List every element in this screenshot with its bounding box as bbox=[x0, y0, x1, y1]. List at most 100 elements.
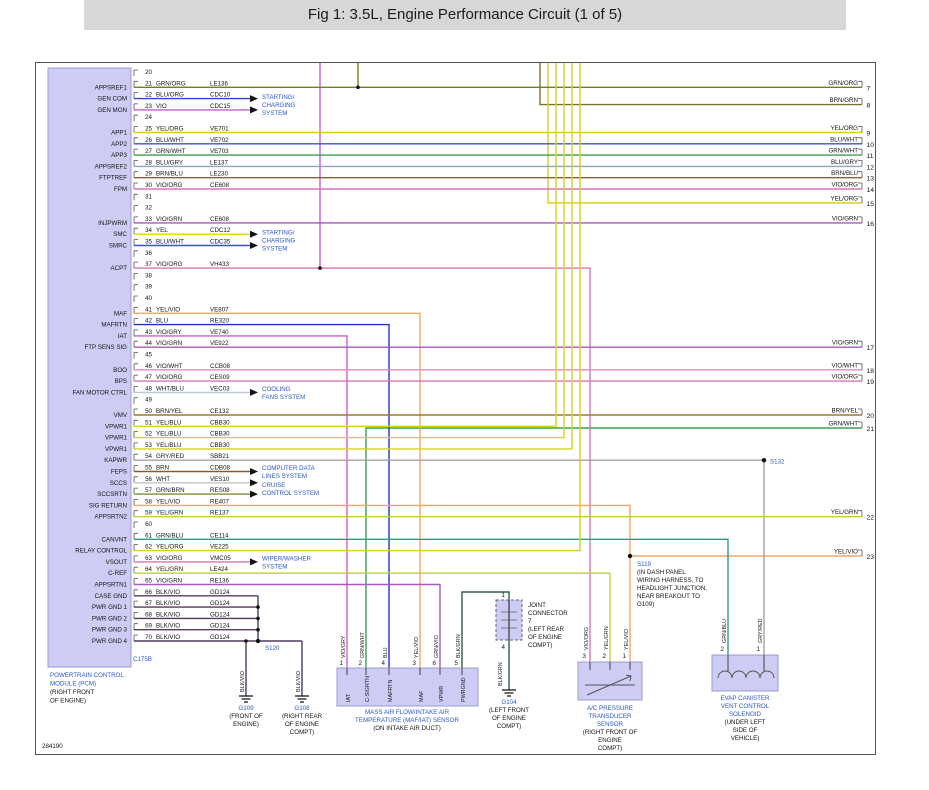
pin-name: VPWR1 bbox=[105, 423, 128, 430]
splice-note: G109) bbox=[637, 601, 654, 608]
wire-color-label: YEL/BLU bbox=[156, 419, 181, 426]
junction-dot bbox=[244, 639, 248, 643]
ground-location: OF ENGINE bbox=[492, 715, 526, 722]
pin-name: BOO bbox=[113, 367, 127, 374]
exit-wire-color: BRN/GRN bbox=[829, 97, 858, 104]
exit-number: 19 bbox=[867, 379, 875, 386]
pin-name: APP3 bbox=[111, 152, 127, 159]
wire-blk-grn bbox=[461, 591, 510, 668]
exit-number: 8 bbox=[867, 103, 871, 110]
pin-terminal bbox=[133, 148, 138, 156]
circuit-label: CCB08 bbox=[210, 363, 231, 370]
splice-note: (IN DASH PANEL bbox=[637, 569, 686, 576]
ac-wire-color: VIO/ORG bbox=[584, 627, 590, 650]
exit-terminal bbox=[858, 510, 863, 517]
pin-name: PWR GND 3 bbox=[92, 627, 128, 634]
splice-s119 bbox=[627, 553, 633, 559]
circuit-label: CBB30 bbox=[210, 431, 230, 438]
exit-terminal bbox=[858, 148, 863, 156]
pin-terminal bbox=[133, 329, 138, 336]
circuit-label: GD124 bbox=[210, 623, 230, 630]
circuit-label: CDC35 bbox=[210, 239, 231, 246]
exit-number: 15 bbox=[867, 201, 875, 208]
pin-terminal bbox=[133, 532, 138, 540]
pin-name: BPS bbox=[115, 378, 127, 385]
jc-label: JOINT bbox=[528, 602, 546, 609]
exit-terminal bbox=[858, 126, 863, 133]
splice-s132 bbox=[761, 458, 767, 463]
circuit-label: LE137 bbox=[210, 159, 228, 166]
wire-color-label: YEL/ORG bbox=[156, 126, 184, 133]
pin-terminal bbox=[133, 600, 138, 608]
junction-dot bbox=[256, 605, 260, 609]
wire-color-label-vertical: BLK/VIO bbox=[240, 671, 246, 692]
pin-terminal bbox=[133, 216, 138, 223]
pin-name: PWR GND 1 bbox=[92, 604, 128, 611]
pin-number: 51 bbox=[145, 419, 152, 426]
pin-terminal bbox=[133, 363, 138, 370]
pin-number: 31 bbox=[145, 193, 152, 200]
system-link-label: FANS SYSTEM bbox=[262, 394, 305, 401]
wire-color-label-vertical: BLK/VIO bbox=[296, 671, 302, 692]
pin-name: APP1 bbox=[111, 130, 127, 137]
maf-wire-color: GRN/WHT bbox=[360, 632, 366, 658]
maf-pin-number: 2 bbox=[359, 660, 363, 667]
pin-name: VPWR1 bbox=[105, 435, 128, 442]
jc-label: CONNECTOR bbox=[528, 610, 568, 617]
pin-name: INJPWRM bbox=[98, 220, 127, 227]
wire-color-label: VIO/GRN bbox=[156, 340, 182, 347]
pin-number: 47 bbox=[145, 374, 152, 381]
wire-color-label: GRN/WHT bbox=[156, 148, 186, 155]
maf-sensor-block bbox=[336, 667, 479, 707]
pin-number: 40 bbox=[145, 295, 152, 302]
pin-terminal bbox=[133, 227, 138, 235]
ac-pin-number: 2 bbox=[603, 653, 607, 660]
wire-yel-org bbox=[547, 63, 862, 204]
pin-number: 49 bbox=[145, 397, 152, 404]
pin-number: 66 bbox=[145, 589, 152, 596]
splice-s120 bbox=[255, 638, 261, 644]
pin-terminal bbox=[133, 295, 138, 302]
evap-location: SIDE OF bbox=[733, 727, 758, 734]
maf-pin-number: 6 bbox=[433, 660, 437, 667]
circuit-label: CBB30 bbox=[210, 419, 230, 426]
pin-number: 36 bbox=[145, 250, 152, 257]
wire-color-label: BLU bbox=[156, 318, 168, 325]
pin-terminal bbox=[133, 126, 138, 133]
pin-number: 48 bbox=[145, 385, 152, 392]
pin-number: 58 bbox=[145, 498, 152, 505]
pin-number: 63 bbox=[145, 555, 152, 562]
splice-id: S120 bbox=[265, 645, 280, 652]
ac-location: ENGINE bbox=[598, 737, 622, 744]
pin-number: 38 bbox=[145, 272, 152, 279]
wire-color-label: BLK/VIO bbox=[156, 634, 180, 641]
wire-color-label: VIO/ORG bbox=[156, 374, 183, 381]
system-arrowhead bbox=[250, 106, 258, 114]
exit-terminal bbox=[858, 137, 863, 144]
exit-number: 14 bbox=[867, 187, 875, 194]
wire-color-label: BLU/GRY bbox=[156, 159, 183, 166]
wire-color-label: YEL/GRN bbox=[156, 510, 183, 517]
circuit-label: VE225 bbox=[210, 544, 229, 551]
circuit-label: CBB30 bbox=[210, 442, 230, 449]
wire-color-label: BLU/WHT bbox=[156, 239, 184, 246]
exit-wire-color: VIO/ORG bbox=[832, 374, 859, 381]
maf-name: TEMPERATURE (MAF/IAT) SENSOR bbox=[355, 717, 459, 724]
pin-number: 23 bbox=[145, 103, 152, 110]
system-arrowhead bbox=[250, 479, 258, 487]
pin-terminal bbox=[133, 419, 138, 427]
pin-terminal bbox=[133, 408, 138, 415]
pin-terminal bbox=[133, 160, 138, 167]
circuit-label: VE702 bbox=[210, 137, 229, 144]
pcm-block bbox=[47, 67, 132, 668]
maf-wire-color: YEL/VIO bbox=[414, 637, 420, 658]
exit-wire-color: VIO/GRN bbox=[832, 215, 858, 222]
circuit-label: VES10 bbox=[210, 476, 230, 483]
pin-name: CASE GND bbox=[95, 593, 128, 600]
ac-wire-color: YEL/GRN bbox=[604, 626, 610, 650]
evap-name: VENT CONTROL bbox=[721, 703, 770, 710]
system-arrowhead bbox=[250, 490, 258, 498]
pin-number: 55 bbox=[145, 465, 152, 472]
exit-number: 18 bbox=[867, 368, 875, 375]
